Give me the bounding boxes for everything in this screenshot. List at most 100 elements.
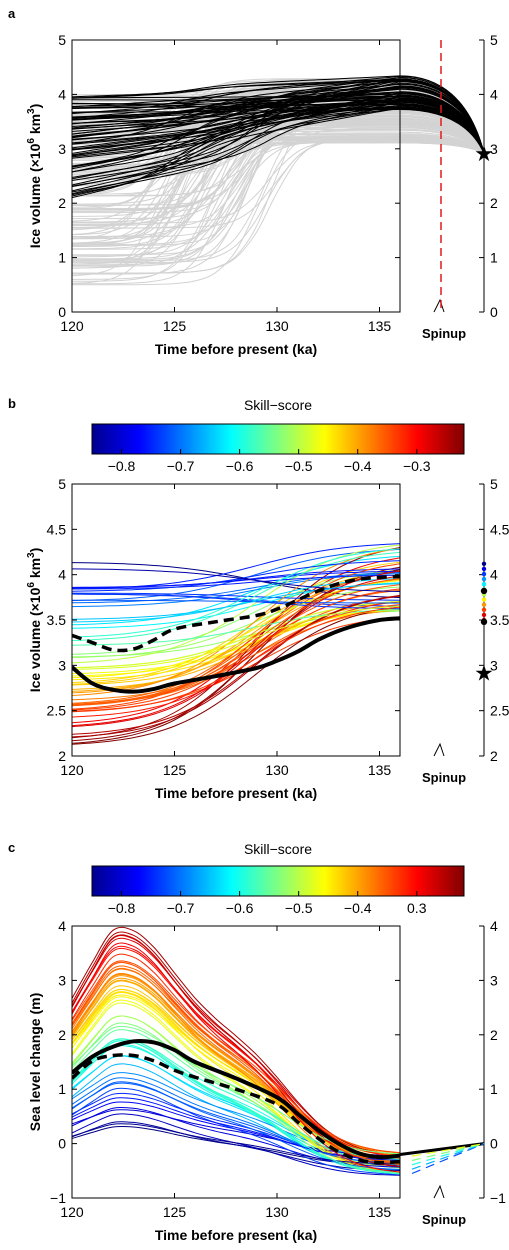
selected-run-line	[72, 95, 400, 99]
spinup-y-tick-label: 0	[490, 304, 498, 320]
x-tick-label: 135	[368, 762, 392, 778]
ensemble-run-line	[72, 947, 400, 1158]
all-run-line	[72, 125, 400, 261]
spinup-skill-point	[481, 561, 487, 566]
spinup-label: Spinup	[422, 1212, 466, 1227]
spinup-ensemble-line	[411, 1143, 485, 1170]
panel-b-y-ticks: 2 2.5 3 3.5 4 4.5 5	[47, 476, 400, 764]
axis-break-mark	[433, 298, 445, 313]
panel-c-lines	[72, 926, 400, 1176]
panel-b: b Skill−score −0.8 −0.7 −0.6 −0.5 −0.4 −0.3 1…	[8, 396, 509, 801]
y-tick-label: 5	[58, 476, 66, 492]
ensemble-run-line	[72, 972, 400, 1173]
spinup-y-tick-label: 2	[490, 748, 498, 764]
spinup-y-tick-label: 3.5	[490, 612, 509, 628]
ensemble-run-line	[72, 586, 400, 659]
ensemble-run-line	[72, 569, 400, 655]
ensemble-run-line	[72, 1038, 400, 1160]
selected-run-line	[72, 99, 400, 109]
spinup-y-tick-label: 4.5	[490, 521, 509, 537]
y-tick-label: 2.5	[47, 703, 67, 719]
ensemble-mean-line	[72, 1053, 400, 1165]
ensemble-run-line	[72, 570, 400, 727]
spinup-ensemble-line	[411, 1143, 485, 1166]
ensemble-run-line	[72, 593, 400, 610]
selected-run-line	[72, 101, 400, 196]
spinup-y-tick-label: 3	[490, 972, 498, 988]
y-tick-label: 2	[58, 195, 66, 211]
panel-c-spinup-axis: Spinup −1 0 1 2 3 4	[399, 918, 506, 1227]
all-run-line	[72, 120, 400, 250]
spinup-ensemble-line	[411, 1143, 485, 1162]
selected-run-line	[72, 79, 400, 115]
spinup-best-fit-line	[399, 1142, 485, 1156]
x-tick-label: 130	[265, 1204, 289, 1220]
ensemble-run-line	[72, 560, 400, 592]
panel-b-lines	[72, 543, 400, 745]
y-tick-label: 3.5	[47, 612, 67, 628]
all-run-line	[72, 133, 400, 223]
panel-b-axes	[71, 483, 401, 757]
spinup-mean-marker	[480, 587, 488, 595]
spinup-run-line	[399, 93, 485, 154]
spinup-y-tick-label: 1	[490, 250, 498, 266]
ensemble-run-line	[72, 934, 400, 1168]
all-run-line	[72, 140, 400, 282]
spinup-y-tick-label: 3	[490, 657, 498, 673]
panel-a-lines	[72, 75, 400, 286]
spinup-skill-point	[481, 582, 487, 587]
y-tick-label: −1	[50, 1190, 66, 1206]
panel-label-a: a	[8, 6, 16, 21]
ensemble-run-line	[72, 606, 400, 745]
spinup-y-tick-label: 2	[490, 195, 498, 211]
ensemble-run-line	[72, 605, 400, 671]
x-tick-label: 135	[368, 318, 392, 334]
y-tick-label: 3	[58, 972, 66, 988]
y-tick-label: 3	[58, 141, 66, 157]
selected-run-line	[72, 88, 400, 120]
spinup-skill-point	[481, 576, 487, 582]
selected-run-line	[72, 103, 400, 106]
all-run-line	[72, 142, 400, 244]
spinup-y-tick-label: 4	[490, 86, 498, 102]
panel-a-y-ticks: 0 1 2 3 4 5	[58, 32, 400, 320]
selected-run-line	[72, 75, 400, 99]
ensemble-run-line	[72, 991, 400, 1161]
spinup-skill-point	[481, 566, 487, 572]
ensemble-run-line	[72, 568, 400, 592]
spinup-label: Spinup	[422, 326, 466, 341]
colorbar-tick-label: −0.3	[403, 458, 431, 474]
ensemble-run-line	[72, 926, 400, 1157]
all-run-line	[72, 135, 400, 250]
spinup-skill-point	[481, 602, 487, 607]
y-tick-label: 4	[58, 86, 66, 102]
ensemble-run-line	[72, 555, 400, 626]
panel-c: c Skill−score −0.8 −0.7 −0.6 −0.5 −0.4 0.3 12…	[8, 840, 506, 1243]
ensemble-run-line	[72, 594, 400, 735]
spinup-y-tick-label: 5	[490, 32, 498, 48]
spinup-y-tick-label: 4	[490, 918, 498, 934]
ensemble-run-line	[72, 574, 400, 590]
spinup-run-line	[399, 136, 485, 154]
y-tick-label: 1	[58, 1081, 66, 1097]
best-fit-line	[72, 1038, 400, 1160]
ensemble-run-line	[72, 1123, 400, 1165]
spinup-ensemble-line	[411, 1143, 485, 1157]
ensemble-run-line	[72, 571, 400, 604]
axis-break-mark	[433, 1184, 445, 1199]
target-star-marker: ★	[474, 661, 494, 686]
spinup-y-tick-label: 2	[490, 1027, 498, 1043]
spinup-skill-point	[481, 607, 487, 612]
colorbar-tick-label: −0.5	[285, 458, 313, 474]
spinup-y-tick-label: 5	[490, 476, 498, 492]
y-tick-label: 4.5	[47, 521, 67, 537]
colorbar-tick-label: −0.4	[344, 458, 372, 474]
panel-b-y-label: Ice volume (×106 km3)	[26, 548, 43, 693]
ensemble-run-line	[72, 547, 400, 696]
selected-run-line	[72, 93, 400, 109]
selected-run-line	[72, 106, 400, 158]
y-tick-label: 2	[58, 1027, 66, 1043]
x-tick-label: 120	[60, 762, 84, 778]
panel-label-c: c	[8, 840, 15, 855]
